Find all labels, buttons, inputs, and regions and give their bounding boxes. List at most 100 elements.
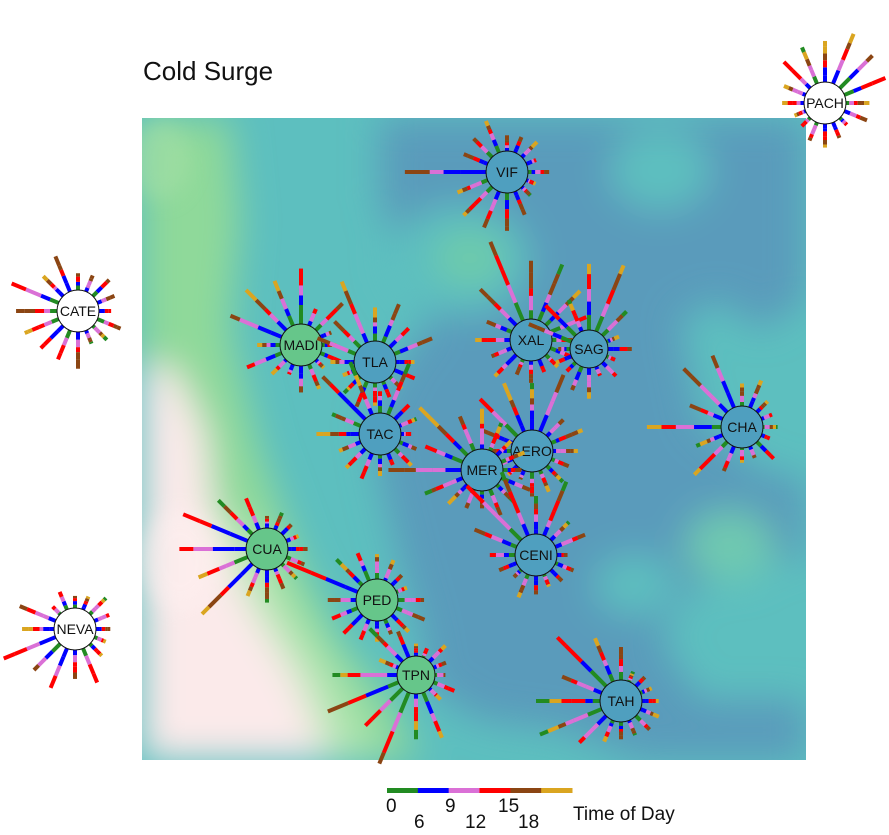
station-marker[interactable] (245, 527, 289, 571)
wind-spoke-segment (553, 422, 561, 430)
wind-spoke-segment (400, 407, 407, 414)
wind-spoke-segment (464, 502, 471, 509)
wind-spoke-segment (93, 617, 99, 623)
wind-spoke-segment (571, 535, 579, 542)
wind-spoke-segment (378, 657, 383, 663)
wind-spoke-segment (253, 357, 267, 367)
wind-spoke-segment (564, 718, 575, 726)
wind-spoke-segment (551, 360, 557, 366)
wind-spoke-segment (358, 560, 365, 567)
wind-rose-tpn: TPN (327, 627, 456, 765)
wind-spoke-segment (497, 449, 503, 455)
legend-hour-15: 15 (498, 796, 519, 817)
wind-spoke-segment (629, 674, 634, 678)
wind-spoke-segment (287, 369, 293, 374)
wind-spoke-segment (314, 380, 320, 387)
wind-spoke-segment (401, 441, 410, 448)
station-marker[interactable] (353, 340, 397, 384)
station-marker[interactable] (53, 607, 97, 651)
wind-spoke-segment (557, 317, 569, 329)
wind-spoke-segment (56, 352, 63, 361)
wind-spoke-segment (344, 371, 349, 377)
station-marker[interactable] (279, 323, 323, 367)
wind-spoke-segment (506, 472, 511, 477)
wind-spoke-segment (55, 609, 61, 615)
wind-spoke-segment (432, 664, 438, 670)
wind-spoke-segment (365, 618, 371, 625)
wind-spoke-segment (835, 131, 841, 137)
wind-spoke-segment (413, 417, 418, 422)
wind-spoke-segment (401, 586, 405, 592)
wind-spoke-segment (435, 663, 440, 669)
wind-spoke-segment (348, 419, 355, 425)
station-marker[interactable] (460, 448, 504, 492)
wind-spoke-segment (436, 424, 448, 436)
wind-spoke-segment (339, 610, 348, 617)
wind-spoke-segment (759, 444, 768, 453)
wind-spoke-segment (530, 143, 536, 149)
wind-rose-vif: VIF (404, 120, 550, 231)
wind-spoke-segment (486, 319, 497, 328)
station-marker[interactable] (720, 405, 764, 449)
wind-spoke-segment (276, 290, 284, 300)
wind-spoke-segment (333, 320, 341, 328)
wind-spoke-segment (363, 398, 372, 410)
wind-spoke-segment (270, 369, 277, 376)
wind-spoke-segment (38, 635, 57, 646)
wind-spoke-segment (424, 488, 433, 496)
wind-spoke-segment (395, 606, 403, 613)
wind-spoke-segment (107, 321, 115, 328)
wind-spoke-segment (487, 128, 493, 135)
station-marker[interactable] (56, 289, 100, 333)
wind-spoke-segment (105, 278, 111, 284)
wind-spoke-segment (538, 469, 544, 475)
wind-spoke-segment (456, 188, 464, 195)
wind-spoke-segment (383, 324, 392, 338)
wind-spoke-segment (578, 326, 584, 333)
wind-spoke-segment (758, 405, 764, 411)
wind-spoke-segment (396, 576, 401, 581)
station-marker[interactable] (569, 329, 609, 369)
wind-spoke-segment (709, 436, 716, 442)
wind-spoke-segment (56, 324, 65, 333)
wind-spoke-segment (429, 688, 435, 694)
wind-spoke-segment (81, 647, 88, 657)
wind-spoke-segment (507, 316, 518, 327)
wind-spoke-segment (393, 447, 401, 455)
wind-spoke-segment (57, 591, 64, 598)
wind-spoke-segment (245, 589, 252, 597)
wind-spoke-segment (607, 338, 612, 343)
station-marker[interactable] (396, 655, 436, 695)
contour-map (142, 118, 806, 760)
wind-spoke-segment (812, 124, 818, 131)
wind-spoke-segment (727, 452, 733, 459)
wind-spoke-segment (856, 59, 869, 72)
wind-spoke-segment (198, 519, 213, 528)
wind-spoke-segment (508, 562, 514, 569)
station-marker[interactable] (510, 429, 554, 473)
wind-spoke-segment (431, 653, 438, 660)
station-marker[interactable] (355, 578, 399, 622)
wind-spoke-segment (545, 431, 552, 438)
wind-spoke-segment (382, 641, 389, 648)
wind-spoke-segment (646, 687, 651, 693)
wind-spoke-segment (833, 126, 838, 131)
station-marker[interactable] (358, 412, 402, 456)
wind-spoke-segment (510, 542, 518, 549)
wind-spoke-segment (639, 719, 647, 727)
wind-spoke-segment (384, 573, 390, 579)
wind-spoke-segment (57, 290, 65, 298)
station-marker[interactable] (514, 533, 558, 577)
wind-spoke-segment (308, 316, 315, 323)
wind-spoke-segment (596, 714, 608, 726)
wind-spoke-segment (516, 569, 522, 575)
station-marker[interactable] (599, 679, 643, 723)
station-marker[interactable] (485, 150, 529, 194)
wind-spoke-segment (706, 438, 712, 444)
wind-spoke-segment (398, 635, 406, 646)
wind-spoke-segment (491, 410, 502, 421)
wind-spoke-segment (562, 564, 568, 570)
wind-spoke-segment (502, 382, 511, 395)
station-marker[interactable] (803, 81, 847, 125)
